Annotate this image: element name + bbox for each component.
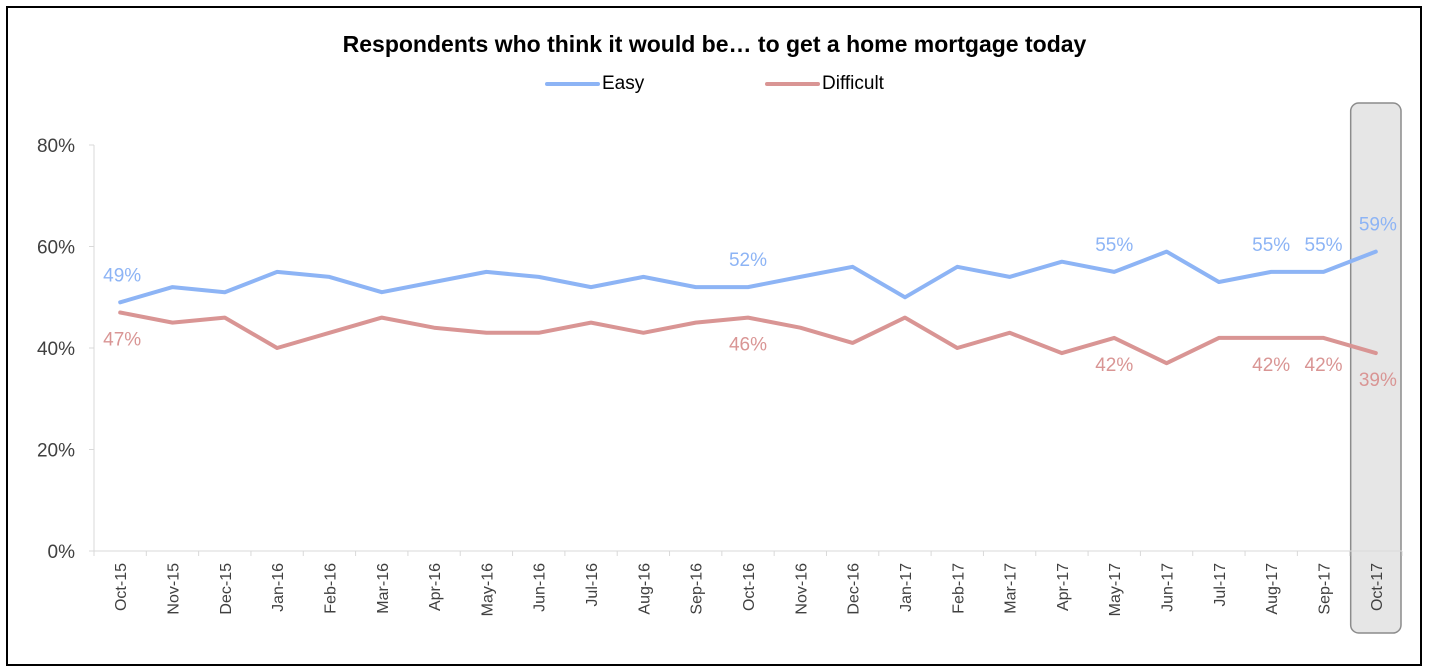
x-tick-label: Sep-16 xyxy=(689,563,706,615)
y-tick-label: 0% xyxy=(48,542,76,563)
x-tick-label: Feb-17 xyxy=(950,563,967,614)
x-tick-label: Jun-17 xyxy=(1160,563,1177,612)
x-tick-label: Sep-17 xyxy=(1317,563,1334,615)
legend-label-difficult: Difficult xyxy=(822,73,884,94)
chart-frame xyxy=(6,6,1422,666)
x-tick-label: Aug-16 xyxy=(636,563,653,615)
x-tick-label: Mar-17 xyxy=(1003,563,1020,614)
data-label-easy: 55% xyxy=(1305,235,1343,256)
x-tick-label: Apr-16 xyxy=(427,563,444,611)
data-label-difficult: 42% xyxy=(1252,355,1290,376)
x-tick-label: Jan-16 xyxy=(270,563,287,612)
y-tick-label: 40% xyxy=(37,339,75,360)
x-tick-label: Apr-17 xyxy=(1055,563,1072,611)
data-label-easy: 59% xyxy=(1359,215,1397,236)
legend-swatch-difficult xyxy=(765,82,820,86)
x-tick-label: Feb-16 xyxy=(322,563,339,614)
x-tick-label: Oct-16 xyxy=(741,563,758,611)
data-label-easy: 49% xyxy=(103,265,141,286)
data-label-easy: 52% xyxy=(729,250,767,271)
x-tick-label: Jun-16 xyxy=(532,563,549,612)
series-line-difficult xyxy=(118,310,1378,366)
data-label-easy: 55% xyxy=(1095,235,1133,256)
x-tick-label: Nov-16 xyxy=(793,563,810,615)
chart-title: Respondents who think it would be… to ge… xyxy=(342,31,1087,57)
legend-swatch-easy xyxy=(545,82,600,86)
data-label-easy: 55% xyxy=(1252,235,1290,256)
x-tick-label: Dec-15 xyxy=(218,563,235,615)
x-tick-label: Aug-17 xyxy=(1264,563,1281,615)
y-tick-label: 60% xyxy=(37,238,75,259)
data-label-difficult: 42% xyxy=(1305,355,1343,376)
x-tick-label: Jul-16 xyxy=(584,563,601,607)
x-tick-label: May-17 xyxy=(1107,563,1124,616)
data-label-difficult: 39% xyxy=(1359,370,1397,391)
data-label-difficult: 47% xyxy=(103,329,141,350)
highlight-box xyxy=(1349,102,1402,634)
x-tick-label: Jan-17 xyxy=(898,563,915,612)
data-label-difficult: 42% xyxy=(1095,355,1133,376)
x-tick-label: Dec-16 xyxy=(846,563,863,615)
x-tick-label: May-16 xyxy=(479,563,496,616)
legend-item-easy: Easy xyxy=(545,73,644,95)
data-label-difficult: 46% xyxy=(729,335,767,356)
x-tick-label: Oct-17 xyxy=(1369,563,1386,611)
x-tick-label: Oct-15 xyxy=(113,563,130,611)
y-tick-label: 20% xyxy=(37,441,75,462)
x-tick-label: Nov-15 xyxy=(165,563,182,615)
legend-label-easy: Easy xyxy=(602,73,645,94)
x-tick-label: Jul-17 xyxy=(1212,563,1229,607)
x-tick-label: Mar-16 xyxy=(375,563,392,614)
line-chart: 0% 20% 40% 60% 80% Oct-15 Nov-15 Dec-15 Jan-16 Fe… xyxy=(37,102,1403,634)
legend-item-difficult: Difficult xyxy=(765,73,884,95)
y-tick-label: 80% xyxy=(37,136,75,157)
series-line-easy xyxy=(118,249,1378,305)
